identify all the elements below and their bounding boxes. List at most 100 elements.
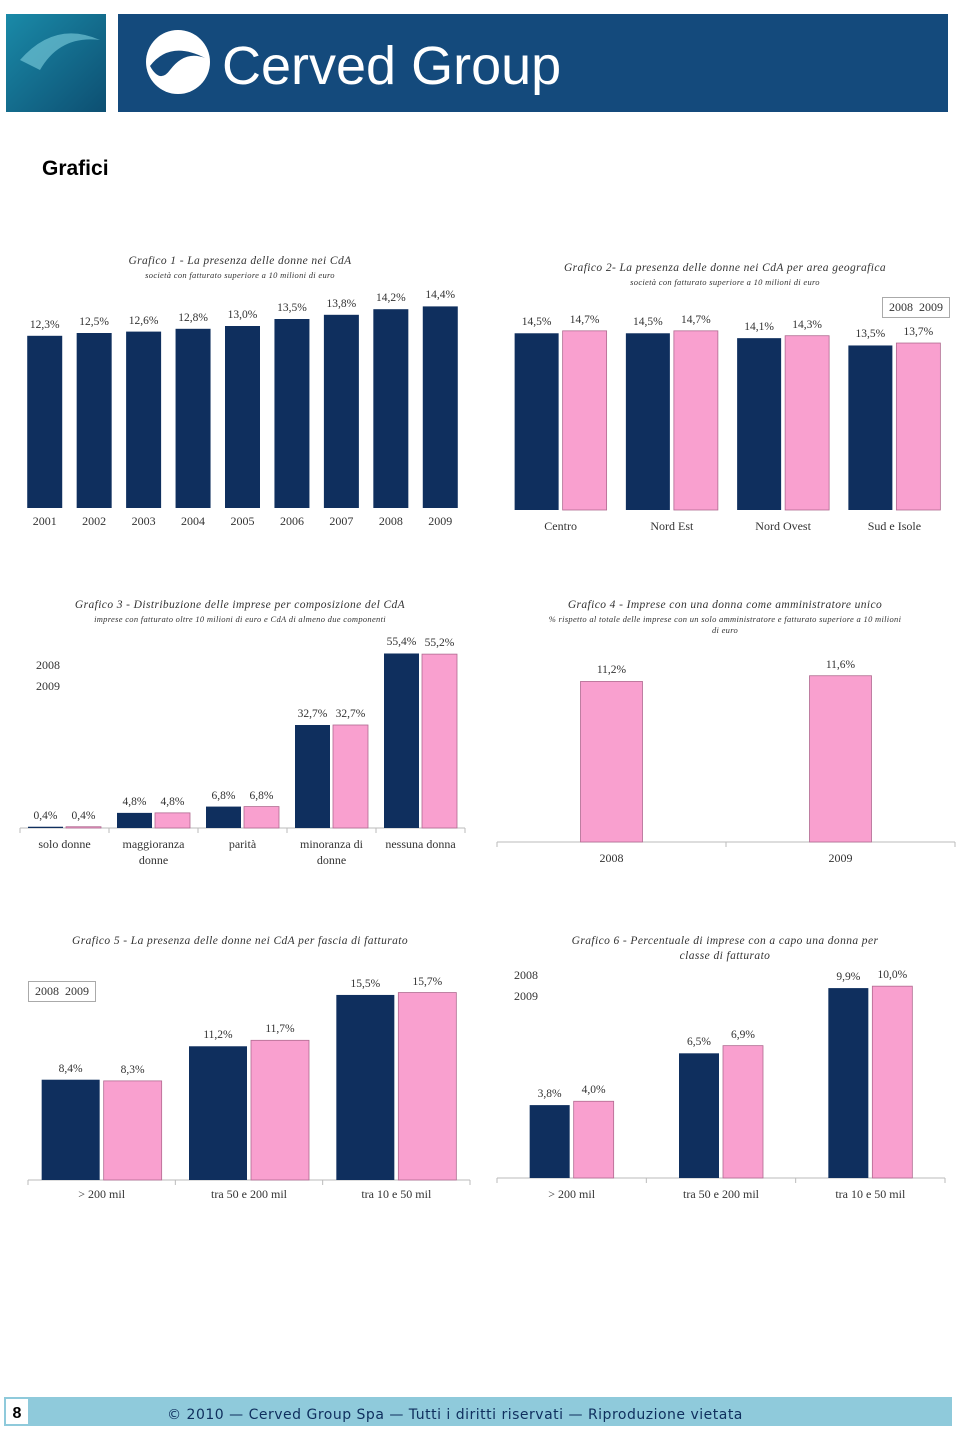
banner xyxy=(118,14,948,112)
value-label: 13,5% xyxy=(277,302,307,314)
x-tick-label: > 200 mil xyxy=(78,1187,126,1201)
legend-label: 2009 xyxy=(514,989,538,1003)
bar xyxy=(65,826,102,829)
legend-label: 2009 xyxy=(65,984,89,998)
bar xyxy=(848,345,893,510)
value-label: 11,2% xyxy=(596,664,627,677)
value-label: 8,3% xyxy=(120,1063,145,1076)
bar xyxy=(250,1039,310,1181)
value-label: 3,8% xyxy=(537,1088,562,1101)
value-label: 12,6% xyxy=(128,314,159,327)
value-label: 4,0% xyxy=(581,1084,606,1097)
x-tick-label: Nord Est xyxy=(650,519,694,533)
value-label: 9,9% xyxy=(836,971,861,984)
value-label: 13,5% xyxy=(855,328,886,341)
value-label: 32,7% xyxy=(335,707,366,720)
bar xyxy=(323,314,359,508)
bar xyxy=(103,1080,163,1181)
bar xyxy=(243,806,280,829)
bar xyxy=(784,335,830,511)
bar xyxy=(514,333,559,510)
value-label: 15,7% xyxy=(412,975,443,988)
legend-label: 2009 xyxy=(919,300,943,314)
x-tick-label: 2009 xyxy=(428,514,453,528)
legend-label: 2008 xyxy=(514,968,538,982)
page-number-box xyxy=(6,1399,28,1424)
x-tick-label: 2006 xyxy=(279,514,304,528)
x-tick-label: tra 10 e 50 mil xyxy=(835,1187,906,1201)
bar xyxy=(41,1079,100,1180)
value-label: 6,8% xyxy=(249,789,274,802)
x-tick-label: Nord Ovest xyxy=(755,519,811,533)
chart-title: Grafico 4 - Imprese con una donna come a… xyxy=(567,599,883,611)
legend-item: 2008 xyxy=(889,300,913,315)
chart-subtitle: imprese con fatturato oltre 10 milioni d… xyxy=(94,614,386,624)
bar xyxy=(225,326,260,508)
value-label: 55,2% xyxy=(424,637,455,650)
x-tick-label: Sud e Isole xyxy=(867,519,922,533)
bar xyxy=(809,675,872,843)
value-label: 14,7% xyxy=(569,313,600,326)
footer-band xyxy=(4,1397,952,1426)
x-tick-label: 2007 xyxy=(329,514,354,528)
x-tick-label: maggioranza donne xyxy=(122,837,185,867)
x-tick-label: solo donne xyxy=(38,837,91,851)
chart-subtitle: società con fatturato superiore a 10 mil… xyxy=(145,270,335,280)
value-label: 6,8% xyxy=(211,789,236,802)
bar xyxy=(274,319,310,508)
page-number: 8 xyxy=(13,1405,22,1422)
logo-wave xyxy=(20,33,100,70)
bar xyxy=(336,994,395,1180)
value-label: 14,4% xyxy=(425,289,456,302)
value-label: 11,7% xyxy=(265,1023,295,1036)
value-label: 14,5% xyxy=(521,316,552,329)
bar xyxy=(384,653,419,828)
chart-title: Grafico 6 - Percentuale di imprese con a… xyxy=(571,935,879,962)
logo-text: Cerved Group xyxy=(222,36,561,96)
legend-label: 2008 xyxy=(36,658,60,672)
logo-swirl xyxy=(150,50,205,77)
bar xyxy=(175,328,211,508)
value-label: 6,9% xyxy=(731,1028,755,1041)
legend-item: 2008 xyxy=(36,658,60,673)
bar xyxy=(529,1105,570,1178)
chart-title: Grafico 3 - Distribuzione delle imprese … xyxy=(74,599,406,611)
value-label: 8,4% xyxy=(58,1062,83,1075)
value-label: 4,8% xyxy=(122,795,147,808)
bar xyxy=(722,1045,764,1179)
bar xyxy=(332,724,369,829)
legend-item: 2009 xyxy=(36,679,60,694)
x-tick-label: 2009 xyxy=(828,851,853,865)
bar xyxy=(679,1053,719,1178)
chart-title: Grafico 2- La presenza delle donne nei C… xyxy=(563,262,887,274)
bar xyxy=(828,988,869,1178)
bar xyxy=(737,338,782,510)
value-label: 13,0% xyxy=(227,309,258,321)
value-label: 13,7% xyxy=(903,326,934,339)
value-label: 6,5% xyxy=(687,1036,711,1049)
legend-item: 2008 xyxy=(35,984,59,999)
value-label: 12,5% xyxy=(79,316,110,328)
value-label: 0,4% xyxy=(33,809,58,822)
x-tick-label: 2003 xyxy=(131,514,156,528)
x-tick-label: 2008 xyxy=(599,851,624,865)
legend-item: 2009 xyxy=(514,989,538,1004)
logo-square xyxy=(6,14,106,112)
bar xyxy=(117,812,152,828)
value-label: 0,4% xyxy=(71,809,96,822)
bar xyxy=(580,681,643,843)
value-label: 11,6% xyxy=(825,658,856,671)
bar xyxy=(573,1100,615,1179)
x-tick-label: parità xyxy=(228,837,257,851)
chart-title: Grafico 1 - La presenza delle donne nei … xyxy=(128,255,352,267)
bar xyxy=(562,330,608,511)
x-tick-label: tra 50 e 200 mil xyxy=(211,1187,287,1201)
x-tick-label: nessuna donna xyxy=(385,837,456,851)
x-tick-label: 2002 xyxy=(82,514,107,528)
heading: Grafici xyxy=(42,157,109,180)
value-label: 4,8% xyxy=(160,795,185,808)
value-label: 32,7% xyxy=(297,707,328,720)
bar xyxy=(373,309,409,508)
